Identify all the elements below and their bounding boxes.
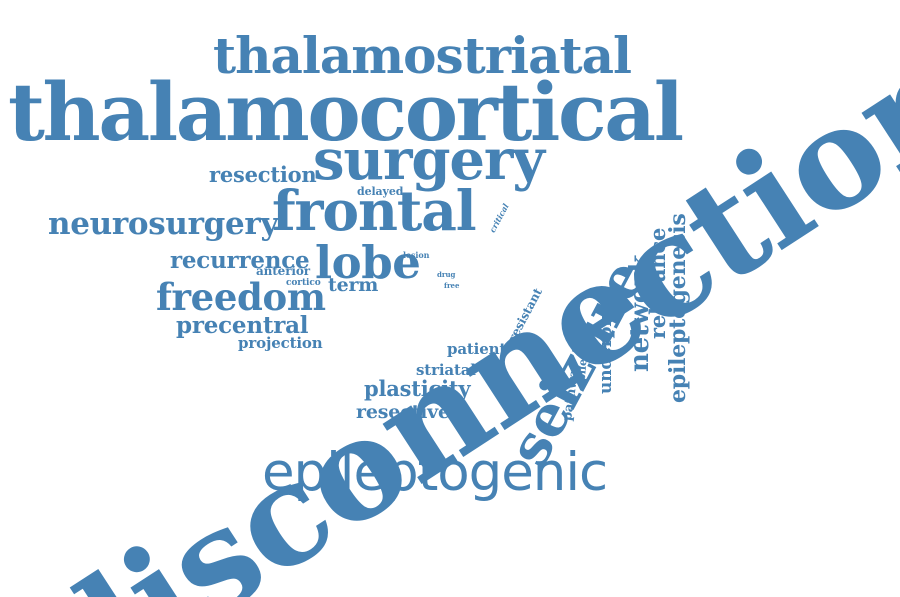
word-cortico: cortico (286, 278, 321, 288)
word-frontal: frontal (272, 178, 477, 243)
word-resection: resection (209, 162, 317, 187)
word-term: term (328, 274, 379, 296)
word-lobe: lobe (315, 236, 421, 289)
word-freedom: freedom (156, 275, 326, 319)
word-free: free (444, 281, 460, 290)
word-projection: projection (238, 334, 323, 352)
word-striatal: striatal (416, 361, 476, 379)
word-surgery: surgery (313, 127, 545, 193)
word-lesion: lesion (403, 250, 430, 260)
word-precentral: precentral (176, 312, 309, 339)
word-recurrence: recurrence (170, 247, 310, 274)
word-epileptogenic: epileptogenic (262, 442, 608, 503)
word-patient: patient (447, 340, 507, 358)
word-thalamostriatal: thalamostriatal (213, 26, 632, 85)
word-resective: resective (356, 401, 450, 423)
word-plasticity: plasticity (364, 376, 471, 401)
word-drug: drug (437, 270, 456, 279)
word-thalamocortical: thalamocortical (8, 65, 684, 159)
word-delayed: delayed (357, 185, 404, 198)
word-dot: • (479, 364, 490, 383)
word-critical: critical (487, 201, 511, 235)
word-neurosurgery: neurosurgery (48, 206, 279, 242)
word-anterior: anterior (256, 264, 310, 278)
